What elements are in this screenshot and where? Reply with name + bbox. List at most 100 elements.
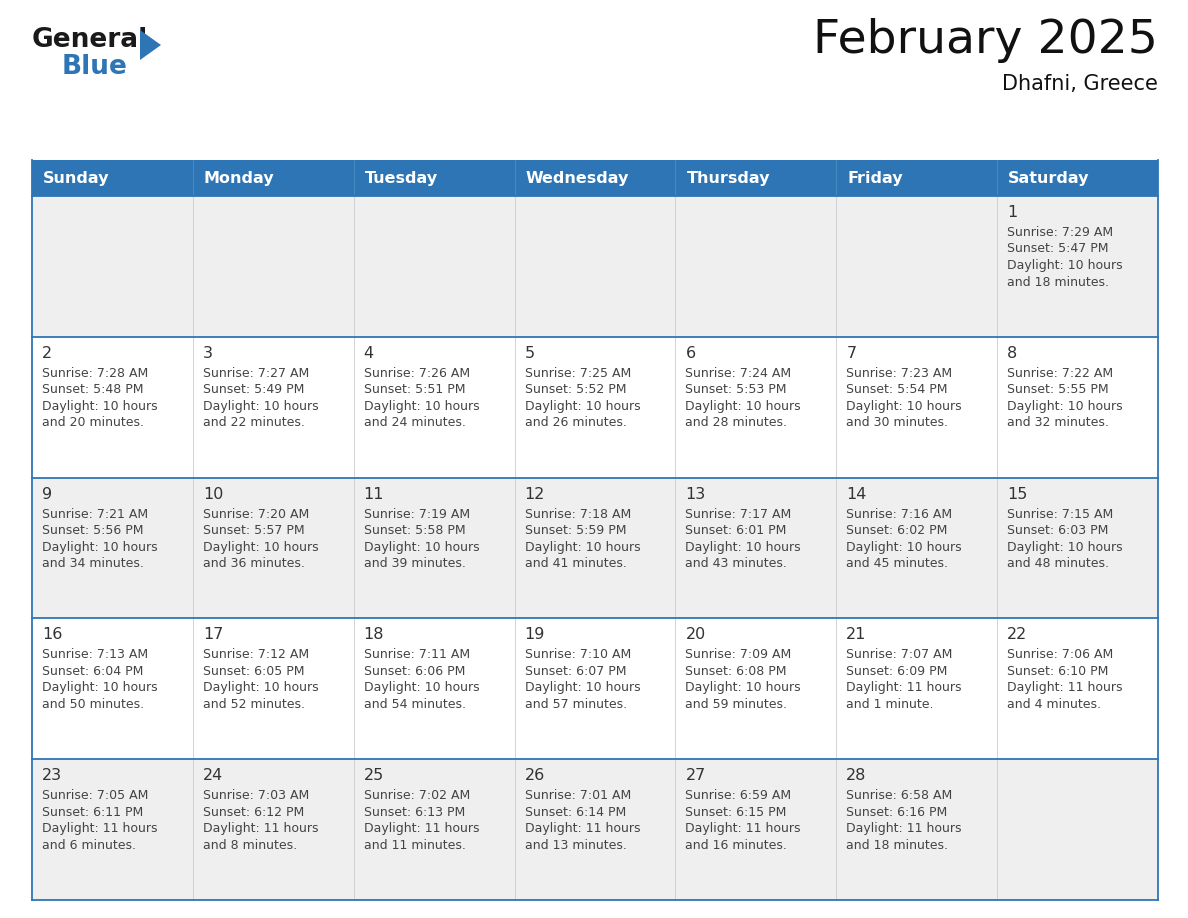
Bar: [836, 196, 997, 337]
Text: Thursday: Thursday: [687, 171, 770, 185]
Text: Sunset: 6:04 PM: Sunset: 6:04 PM: [42, 665, 144, 677]
Bar: [354, 196, 514, 337]
Text: Daylight: 10 hours: Daylight: 10 hours: [203, 681, 318, 694]
Text: Daylight: 10 hours: Daylight: 10 hours: [846, 541, 962, 554]
Bar: [997, 477, 1158, 619]
Text: Daylight: 10 hours: Daylight: 10 hours: [685, 541, 801, 554]
Text: 20: 20: [685, 627, 706, 643]
Text: Daylight: 10 hours: Daylight: 10 hours: [42, 681, 158, 694]
Text: Sunset: 6:10 PM: Sunset: 6:10 PM: [1007, 665, 1108, 677]
Text: Sunset: 5:48 PM: Sunset: 5:48 PM: [42, 384, 144, 397]
Text: Daylight: 10 hours: Daylight: 10 hours: [525, 541, 640, 554]
Text: Sunrise: 7:19 AM: Sunrise: 7:19 AM: [364, 508, 469, 521]
Text: 9: 9: [42, 487, 52, 501]
Text: Sunset: 5:55 PM: Sunset: 5:55 PM: [1007, 384, 1108, 397]
Text: and 20 minutes.: and 20 minutes.: [42, 416, 144, 430]
Text: Sunrise: 7:02 AM: Sunrise: 7:02 AM: [364, 789, 470, 802]
Text: Sunset: 6:07 PM: Sunset: 6:07 PM: [525, 665, 626, 677]
Text: Daylight: 10 hours: Daylight: 10 hours: [525, 400, 640, 413]
Bar: [192, 619, 354, 759]
Text: and 30 minutes.: and 30 minutes.: [846, 416, 948, 430]
Text: 7: 7: [846, 346, 857, 361]
Text: and 4 minutes.: and 4 minutes.: [1007, 698, 1101, 711]
Text: Daylight: 11 hours: Daylight: 11 hours: [685, 823, 801, 835]
Bar: [836, 477, 997, 619]
Text: 4: 4: [364, 346, 374, 361]
Text: Sunset: 6:16 PM: Sunset: 6:16 PM: [846, 806, 948, 819]
Text: Daylight: 10 hours: Daylight: 10 hours: [364, 400, 479, 413]
Text: Sunrise: 7:18 AM: Sunrise: 7:18 AM: [525, 508, 631, 521]
Text: and 43 minutes.: and 43 minutes.: [685, 557, 788, 570]
Text: and 45 minutes.: and 45 minutes.: [846, 557, 948, 570]
Text: Sunset: 6:06 PM: Sunset: 6:06 PM: [364, 665, 465, 677]
Text: and 18 minutes.: and 18 minutes.: [846, 839, 948, 852]
Text: 3: 3: [203, 346, 213, 361]
Text: Sunrise: 7:23 AM: Sunrise: 7:23 AM: [846, 367, 953, 380]
Text: Daylight: 11 hours: Daylight: 11 hours: [846, 681, 962, 694]
Text: Daylight: 11 hours: Daylight: 11 hours: [364, 823, 479, 835]
Text: General: General: [32, 27, 148, 53]
Text: Sunrise: 7:22 AM: Sunrise: 7:22 AM: [1007, 367, 1113, 380]
Text: 14: 14: [846, 487, 867, 501]
Text: 24: 24: [203, 768, 223, 783]
Bar: [354, 160, 514, 196]
Text: Saturday: Saturday: [1009, 171, 1089, 185]
Bar: [836, 759, 997, 900]
Text: Sunrise: 7:06 AM: Sunrise: 7:06 AM: [1007, 648, 1113, 661]
Text: Sunrise: 7:12 AM: Sunrise: 7:12 AM: [203, 648, 309, 661]
Text: Sunrise: 7:24 AM: Sunrise: 7:24 AM: [685, 367, 791, 380]
Bar: [997, 337, 1158, 477]
Bar: [354, 759, 514, 900]
Bar: [676, 477, 836, 619]
Text: Sunset: 6:02 PM: Sunset: 6:02 PM: [846, 524, 948, 537]
Text: Sunrise: 7:25 AM: Sunrise: 7:25 AM: [525, 367, 631, 380]
Text: and 11 minutes.: and 11 minutes.: [364, 839, 466, 852]
Text: Sunset: 5:49 PM: Sunset: 5:49 PM: [203, 384, 304, 397]
Text: and 50 minutes.: and 50 minutes.: [42, 698, 144, 711]
Bar: [997, 160, 1158, 196]
Text: Daylight: 11 hours: Daylight: 11 hours: [525, 823, 640, 835]
Text: Sunset: 6:05 PM: Sunset: 6:05 PM: [203, 665, 304, 677]
Text: Daylight: 10 hours: Daylight: 10 hours: [364, 681, 479, 694]
Text: Sunrise: 7:20 AM: Sunrise: 7:20 AM: [203, 508, 309, 521]
Text: Sunrise: 7:09 AM: Sunrise: 7:09 AM: [685, 648, 791, 661]
Text: Sunrise: 7:28 AM: Sunrise: 7:28 AM: [42, 367, 148, 380]
Text: Sunset: 6:03 PM: Sunset: 6:03 PM: [1007, 524, 1108, 537]
Text: Sunrise: 7:07 AM: Sunrise: 7:07 AM: [846, 648, 953, 661]
Bar: [514, 759, 676, 900]
Text: and 57 minutes.: and 57 minutes.: [525, 698, 627, 711]
Text: Daylight: 11 hours: Daylight: 11 hours: [42, 823, 158, 835]
Bar: [836, 619, 997, 759]
Bar: [32, 160, 192, 196]
Text: and 6 minutes.: and 6 minutes.: [42, 839, 135, 852]
Bar: [676, 337, 836, 477]
Text: Daylight: 10 hours: Daylight: 10 hours: [203, 400, 318, 413]
Text: 8: 8: [1007, 346, 1017, 361]
Text: Sunset: 5:51 PM: Sunset: 5:51 PM: [364, 384, 466, 397]
Text: Tuesday: Tuesday: [365, 171, 438, 185]
Text: Sunset: 6:15 PM: Sunset: 6:15 PM: [685, 806, 786, 819]
Text: Sunset: 6:08 PM: Sunset: 6:08 PM: [685, 665, 786, 677]
Text: 12: 12: [525, 487, 545, 501]
Bar: [676, 196, 836, 337]
Text: and 22 minutes.: and 22 minutes.: [203, 416, 305, 430]
Text: 23: 23: [42, 768, 62, 783]
Text: Sunrise: 7:03 AM: Sunrise: 7:03 AM: [203, 789, 309, 802]
Text: and 54 minutes.: and 54 minutes.: [364, 698, 466, 711]
Text: 11: 11: [364, 487, 384, 501]
Text: Sunrise: 7:26 AM: Sunrise: 7:26 AM: [364, 367, 469, 380]
Text: and 8 minutes.: and 8 minutes.: [203, 839, 297, 852]
Text: and 48 minutes.: and 48 minutes.: [1007, 557, 1110, 570]
Text: Sunset: 5:59 PM: Sunset: 5:59 PM: [525, 524, 626, 537]
Text: Sunset: 5:56 PM: Sunset: 5:56 PM: [42, 524, 144, 537]
Text: and 39 minutes.: and 39 minutes.: [364, 557, 466, 570]
Bar: [997, 619, 1158, 759]
Text: Daylight: 10 hours: Daylight: 10 hours: [203, 541, 318, 554]
Text: Daylight: 11 hours: Daylight: 11 hours: [203, 823, 318, 835]
Bar: [192, 759, 354, 900]
Text: Daylight: 10 hours: Daylight: 10 hours: [364, 541, 479, 554]
Text: 25: 25: [364, 768, 384, 783]
Text: Daylight: 10 hours: Daylight: 10 hours: [42, 541, 158, 554]
Text: Sunrise: 7:17 AM: Sunrise: 7:17 AM: [685, 508, 791, 521]
Text: 21: 21: [846, 627, 867, 643]
